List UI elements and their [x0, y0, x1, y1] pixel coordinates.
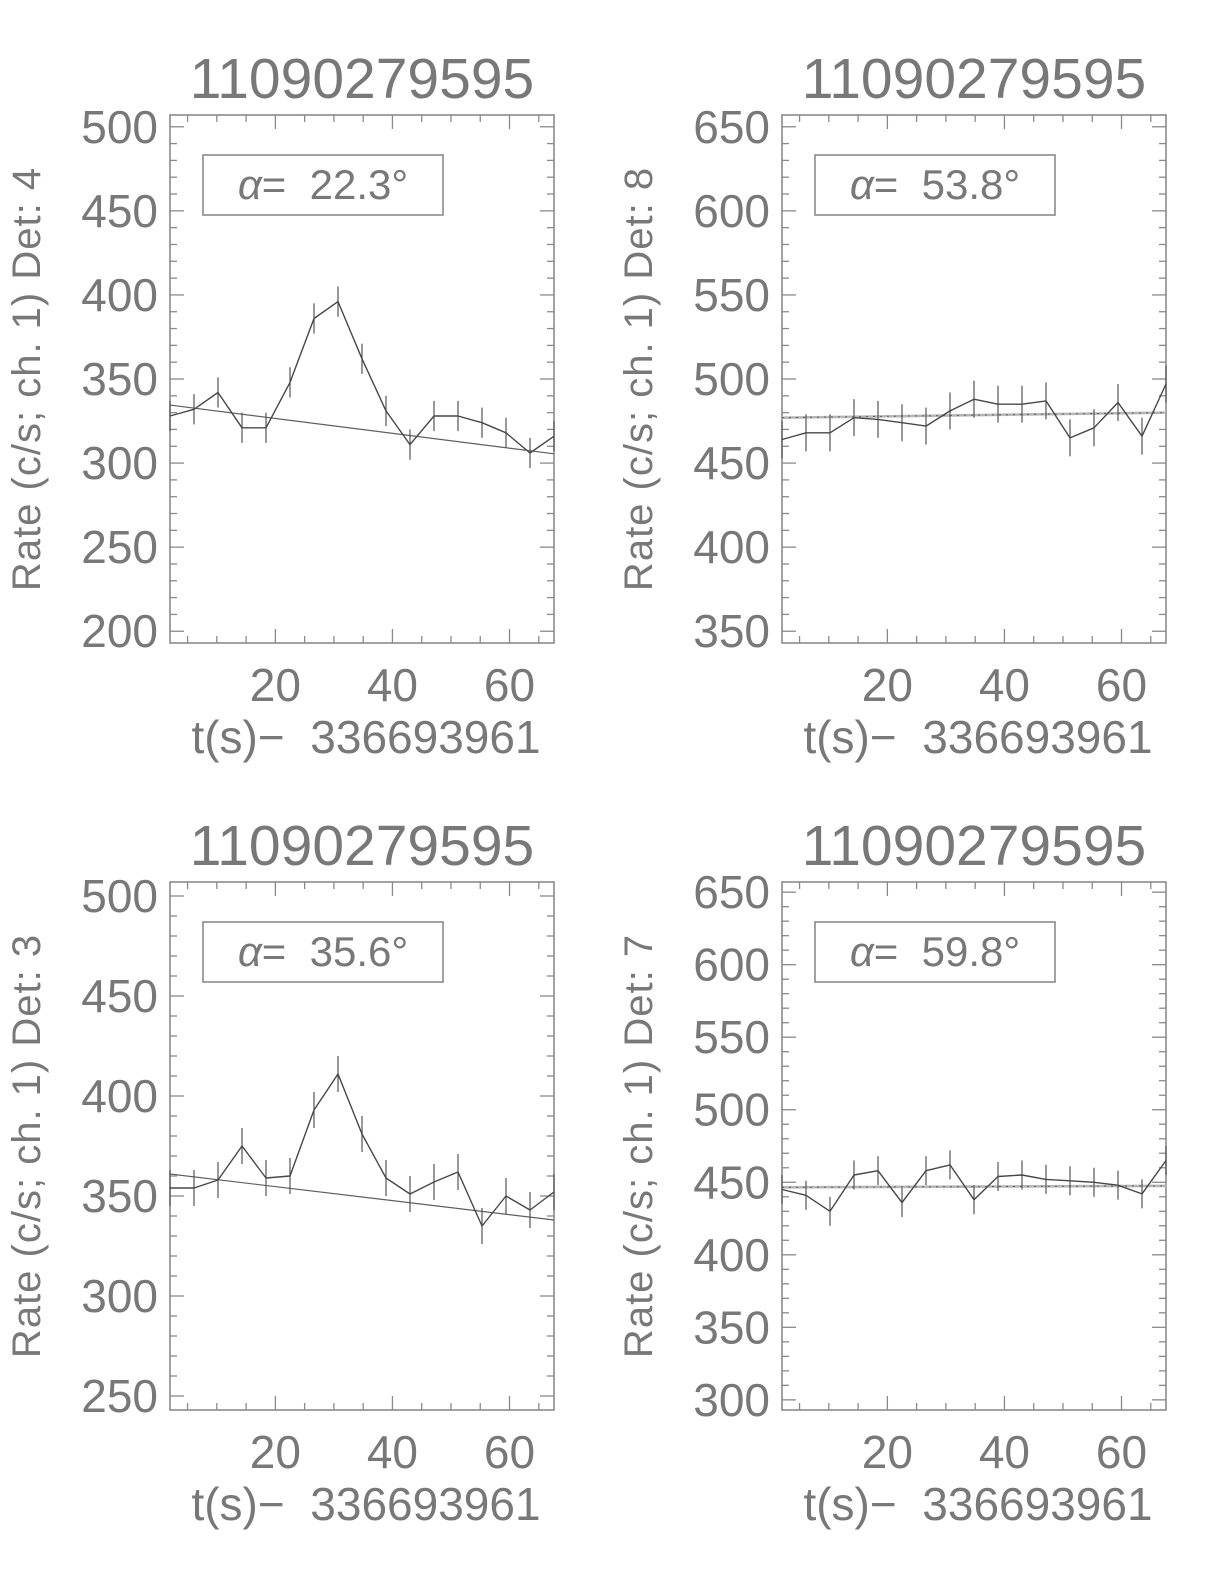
chart-title: 11090279595 [802, 814, 1146, 878]
x-tick-label: 40 [979, 659, 1030, 711]
alpha-annotation-box [202, 921, 444, 983]
y-tick-label: 400 [693, 1229, 770, 1281]
panel-det7: 11090279595 Rate (c/s; ch. 1) Det: 7 t(s)−… [612, 792, 1224, 1584]
chart-det7: 11090279595 Rate (c/s; ch. 1) Det: 7 t(s)−… [617, 814, 1167, 1530]
x-tick-label: 60 [1096, 659, 1147, 711]
y-tick-label: 350 [81, 1170, 158, 1222]
alpha-symbol: α [850, 928, 875, 975]
axis-ticks [782, 882, 1166, 1410]
y-tick-label: 350 [693, 1301, 770, 1353]
alpha-symbol: α [238, 928, 263, 975]
y-axis-label: Rate (c/s; ch. 1) Det: 7 [617, 934, 661, 1358]
x-tick-label: 20 [862, 659, 913, 711]
y-tick-label: 600 [693, 939, 770, 991]
y-tick-label: 300 [693, 1374, 770, 1426]
y-tick-label: 550 [693, 1011, 770, 1063]
y-tick-label: 450 [693, 437, 770, 489]
y-tick-label: 400 [81, 269, 158, 321]
x-tick-label: 60 [484, 1426, 535, 1478]
x-axis-label: t(s)− 336693961 [191, 1478, 540, 1530]
x-axis-label: t(s)− 336693961 [191, 711, 540, 763]
y-axis-label: Rate (c/s; ch. 1) Det: 8 [617, 167, 661, 591]
y-tick-label: 350 [81, 353, 158, 405]
x-tick-label: 40 [367, 659, 418, 711]
alpha-annotation: α= 59.8° [850, 928, 1020, 975]
x-tick-label: 60 [1096, 1426, 1147, 1478]
x-tick-label: 40 [367, 1426, 418, 1478]
x-tick-label: 20 [862, 1426, 913, 1478]
x-tick-label: 20 [250, 659, 301, 711]
alpha-value: = 59.8° [874, 928, 1020, 975]
y-tick-label: 500 [693, 1084, 770, 1136]
alpha-symbol: α [850, 161, 875, 208]
alpha-annotation: α= 22.3° [238, 161, 408, 208]
chart-det3: 11090279595 Rate (c/s; ch. 1) Det: 3 t(s)−… [5, 814, 555, 1530]
y-tick-label: 400 [693, 521, 770, 573]
y-tick-label: 250 [81, 521, 158, 573]
chart-title: 11090279595 [802, 47, 1146, 111]
y-axis-label: Rate (c/s; ch. 1) Det: 3 [5, 934, 49, 1358]
y-tick-label: 250 [81, 1370, 158, 1422]
alpha-value: = 35.6° [262, 928, 408, 975]
y-tick-label: 500 [81, 101, 158, 153]
y-tick-label: 450 [693, 1156, 770, 1208]
alpha-annotation-box [814, 921, 1056, 983]
y-tick-label: 650 [693, 101, 770, 153]
panel-det8: 11090279595 Rate (c/s; ch. 1) Det: 8 t(s)−… [612, 0, 1224, 792]
y-tick-label: 300 [81, 437, 158, 489]
y-tick-label: 350 [693, 605, 770, 657]
error-bars [169, 1056, 555, 1244]
background-fit-line [781, 412, 1167, 419]
y-tick-label: 500 [693, 353, 770, 405]
panel-det3: 11090279595 Rate (c/s; ch. 1) Det: 3 t(s)−… [0, 792, 612, 1584]
axis-ticks [782, 115, 1166, 643]
x-axis-label: t(s)− 336693961 [803, 1478, 1152, 1530]
error-bars [169, 286, 555, 469]
panel-det4: 11090279595 Rate (c/s; ch. 1) Det: 4 t(s)−… [0, 0, 612, 792]
chart-det4: 11090279595 Rate (c/s; ch. 1) Det: 4 t(s)−… [5, 47, 555, 763]
y-axis-label: Rate (c/s; ch. 1) Det: 4 [5, 167, 49, 591]
light-curve-line [781, 383, 1167, 441]
y-tick-label: 200 [81, 605, 158, 657]
alpha-annotation-box [814, 154, 1056, 216]
y-tick-label: 550 [693, 269, 770, 321]
chart-title: 11090279595 [190, 47, 534, 111]
background-fit-line [169, 1173, 555, 1221]
alpha-annotation: α= 53.8° [850, 161, 1020, 208]
alpha-value: = 22.3° [262, 161, 408, 208]
y-tick-label: 450 [81, 185, 158, 237]
alpha-annotation-box [202, 154, 444, 216]
y-tick-label: 500 [81, 870, 158, 922]
axis-ticks [170, 882, 554, 1410]
plot-frame [169, 881, 555, 1411]
axis-ticks [170, 115, 554, 643]
background-fit-line [169, 404, 555, 455]
alpha-annotation: α= 35.6° [238, 928, 408, 975]
alpha-value: = 53.8° [874, 161, 1020, 208]
y-tick-label: 400 [81, 1070, 158, 1122]
x-tick-label: 20 [250, 1426, 301, 1478]
light-curve-line [169, 300, 555, 454]
y-tick-label: 300 [81, 1270, 158, 1322]
chart-det8: 11090279595 Rate (c/s; ch. 1) Det: 8 t(s)−… [617, 47, 1167, 763]
alpha-symbol: α [238, 161, 263, 208]
x-tick-label: 60 [484, 659, 535, 711]
chart-title: 11090279595 [190, 814, 534, 878]
y-tick-label: 650 [693, 866, 770, 918]
y-tick-label: 600 [693, 185, 770, 237]
x-axis-label: t(s)− 336693961 [803, 711, 1152, 763]
y-tick-label: 450 [81, 970, 158, 1022]
light-curve-line [170, 1073, 555, 1227]
x-tick-label: 40 [979, 1426, 1030, 1478]
light-curve-line [781, 1160, 1167, 1212]
